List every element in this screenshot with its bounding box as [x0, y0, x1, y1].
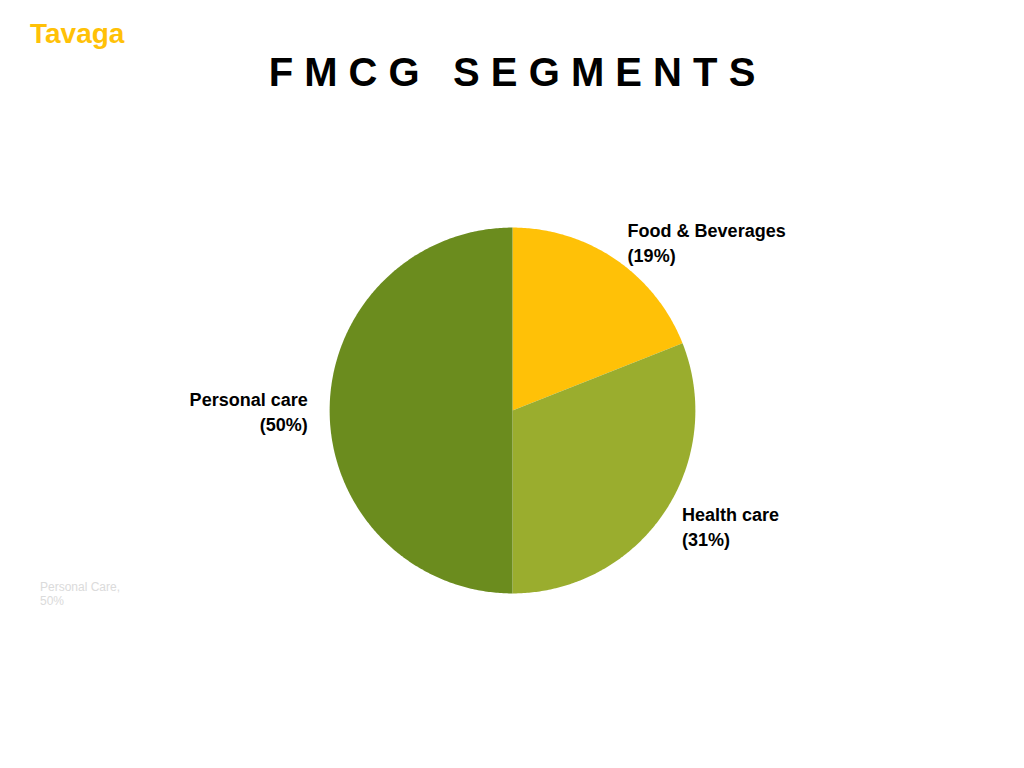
html-text:Tavaga: Tavaga: [30, 18, 125, 49]
svg-text:Health care(31%): Health care(31%): [682, 505, 779, 550]
html-text:Personal Care, 50%: Personal Care, 50%: [40, 580, 120, 608]
html-text:F M C G S E G M E N T S: F M C G S E G M E N T S: [268, 50, 756, 94]
svg-text:Personal care(50%): Personal care(50%): [190, 390, 308, 435]
svg-text:Food & Beverages(19%): Food & Beverages(19%): [628, 221, 786, 266]
